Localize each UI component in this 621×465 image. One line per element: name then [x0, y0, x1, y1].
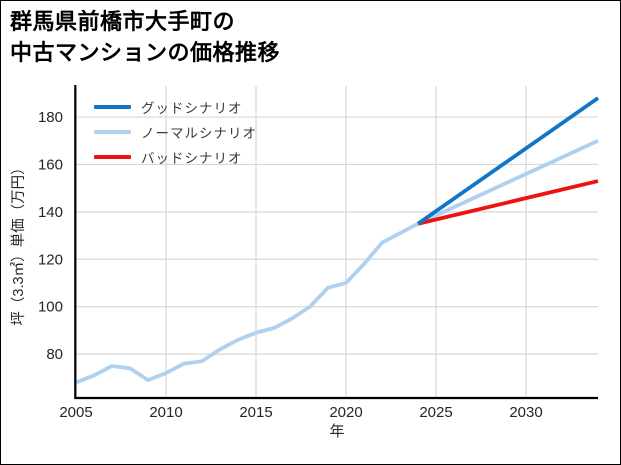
- x-tick-label: 2030: [509, 404, 542, 421]
- title-line-2: 中古マンションの価格推移: [10, 40, 281, 65]
- legend-swatch-icon: [94, 154, 131, 159]
- title-line-1: 群馬県前橋市大手町の: [10, 9, 236, 34]
- legend-label: ノーマルシナリオ: [141, 125, 257, 141]
- y-tick-label: 140: [38, 204, 63, 221]
- legend-label: バッドシナリオ: [141, 150, 243, 166]
- x-axis-label: 年: [329, 423, 344, 440]
- series-line-normal: [75, 139, 599, 385]
- x-tick-label: 2005: [59, 404, 92, 421]
- y-tick-label: 100: [38, 299, 63, 316]
- y-tick-label: 80: [46, 346, 63, 363]
- x-tick-label: 2025: [419, 404, 452, 421]
- legend-label: グッドシナリオ: [141, 100, 243, 116]
- y-tick-label: 180: [38, 109, 63, 126]
- legend-item-0: グッドシナリオ: [94, 94, 257, 119]
- legend-swatch-icon: [94, 129, 131, 134]
- legend-item-2: バッドシナリオ: [94, 144, 257, 169]
- x-tick-label: 2020: [329, 404, 362, 421]
- y-tick-label: 160: [38, 156, 63, 173]
- y-axis-label: 坪（3.3㎡）単価（万円）: [10, 160, 27, 325]
- series-line-bad: [417, 179, 599, 226]
- x-tick-label: 2015: [239, 404, 272, 421]
- y-tick-label: 120: [38, 251, 63, 268]
- legend-item-1: ノーマルシナリオ: [94, 119, 257, 144]
- series-line-good: [416, 96, 600, 226]
- legend: グッドシナリオ ノーマルシナリオ バッドシナリオ: [94, 94, 257, 169]
- page-title: 群馬県前橋市大手町の 中古マンションの価格推移: [10, 6, 280, 68]
- x-tick-label: 2010: [149, 404, 182, 421]
- legend-swatch-icon: [94, 104, 131, 109]
